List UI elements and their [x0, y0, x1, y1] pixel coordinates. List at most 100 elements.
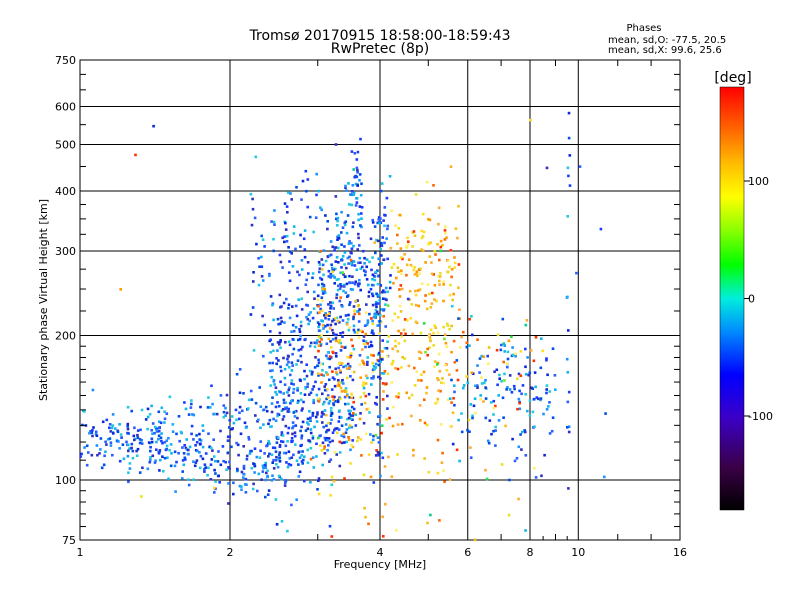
data-point — [274, 450, 278, 453]
data-point — [329, 458, 333, 461]
data-point — [438, 369, 442, 373]
data-point — [308, 369, 312, 373]
data-point — [323, 287, 327, 291]
data-point — [135, 449, 138, 453]
data-point — [294, 247, 297, 251]
data-point — [495, 368, 499, 372]
data-point — [343, 395, 347, 399]
data-point — [317, 436, 320, 440]
data-point — [448, 265, 451, 269]
data-point — [513, 459, 517, 463]
data-point — [356, 331, 359, 334]
data-point — [332, 398, 335, 402]
data-point — [334, 195, 338, 198]
data-point — [338, 464, 342, 468]
data-point — [286, 529, 289, 533]
data-point — [307, 423, 310, 426]
data-point — [372, 365, 376, 368]
data-point — [336, 288, 340, 292]
data-point — [439, 423, 443, 426]
data-point — [339, 341, 342, 345]
data-point — [224, 414, 227, 417]
data-point — [274, 419, 278, 422]
data-point — [413, 273, 417, 276]
data-point — [534, 336, 538, 339]
data-point — [449, 424, 452, 428]
data-point — [138, 438, 142, 441]
data-point — [451, 442, 455, 446]
data-point — [242, 464, 246, 468]
data-point — [174, 490, 177, 493]
data-point — [224, 460, 227, 464]
data-point — [353, 264, 357, 267]
chart-title: Tromsø 20170915 18:58:00-18:59:43 — [249, 28, 511, 44]
data-point — [287, 388, 291, 392]
data-point — [428, 255, 432, 258]
data-point — [297, 451, 300, 454]
data-point — [259, 440, 262, 443]
data-point — [411, 265, 415, 268]
data-point — [331, 319, 334, 323]
data-point — [248, 452, 252, 455]
data-point — [267, 455, 270, 458]
data-point — [349, 417, 353, 421]
data-point — [280, 409, 284, 413]
data-point — [136, 429, 140, 432]
data-point — [371, 303, 375, 307]
data-point — [357, 236, 360, 240]
data-point — [292, 391, 295, 394]
data-point — [306, 461, 310, 465]
data-point — [332, 351, 335, 355]
data-point — [366, 319, 370, 322]
data-point — [266, 469, 269, 472]
data-point — [288, 343, 292, 347]
data-point — [190, 424, 194, 428]
data-point — [363, 273, 367, 277]
data-point — [316, 294, 320, 298]
data-point — [525, 319, 529, 322]
data-point — [420, 379, 423, 382]
data-point — [372, 434, 375, 438]
data-point — [468, 317, 471, 321]
data-point — [435, 299, 438, 303]
data-point — [324, 383, 328, 386]
data-point — [419, 351, 423, 354]
data-point — [330, 412, 333, 415]
data-point — [367, 345, 371, 349]
data-point — [498, 373, 501, 377]
data-point — [528, 371, 532, 375]
data-point — [299, 245, 302, 248]
data-point — [270, 410, 274, 414]
data-point — [286, 357, 289, 361]
data-point — [547, 405, 550, 408]
data-point — [329, 301, 332, 304]
data-point — [351, 439, 354, 442]
data-point — [275, 523, 279, 526]
data-point — [294, 409, 298, 413]
data-point — [183, 456, 187, 460]
data-point — [285, 234, 289, 238]
data-point — [254, 401, 258, 405]
data-point — [284, 221, 287, 225]
data-point — [357, 336, 361, 339]
data-point — [446, 324, 450, 327]
data-point — [425, 180, 429, 184]
data-point — [228, 467, 231, 470]
data-point — [330, 483, 334, 487]
data-point — [219, 463, 223, 467]
data-point — [492, 406, 496, 410]
data-point — [566, 371, 570, 374]
data-point — [305, 363, 308, 366]
data-point — [567, 174, 570, 178]
data-point — [384, 286, 388, 290]
data-point — [295, 363, 298, 366]
data-point — [147, 441, 151, 444]
data-point — [288, 316, 292, 320]
data-point — [296, 401, 300, 404]
x-tick-label: 10 — [571, 546, 585, 559]
data-point — [347, 328, 351, 332]
data-point — [336, 319, 340, 323]
data-point — [285, 240, 289, 243]
data-point — [449, 165, 453, 168]
data-point — [271, 369, 274, 372]
